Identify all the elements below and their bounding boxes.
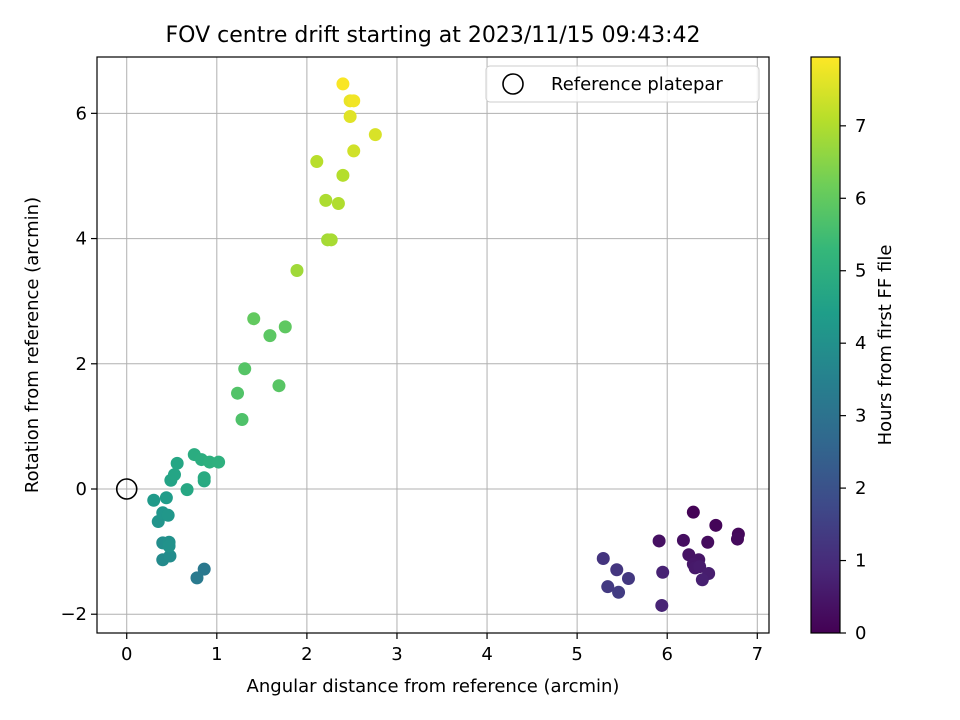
- scatter-point: [655, 598, 669, 612]
- scatter-point: [324, 233, 338, 247]
- scatter-point: [212, 455, 226, 469]
- colorbar-tick-label: 6: [855, 188, 866, 209]
- legend-box: [485, 65, 760, 103]
- scatter-point: [247, 312, 261, 326]
- colorbar-tick-label: 1: [855, 551, 866, 572]
- colorbar: 0 1 2 3 4 5 6 7 Hours from first FF file: [810, 56, 896, 644]
- scatter-point: [693, 560, 707, 574]
- scatter-point: [180, 483, 194, 497]
- x-tick-label: 6: [661, 644, 672, 665]
- colorbar-ticks: 0 1 2 3 4 5 6 7: [840, 116, 866, 644]
- scatter-point: [161, 508, 175, 522]
- colorbar-tick-label: 5: [855, 261, 866, 282]
- x-grid-lines: [126, 57, 758, 633]
- scatter-point: [203, 455, 217, 469]
- scatter-point: [278, 320, 292, 334]
- x-tick-label: 2: [301, 644, 312, 665]
- colorbar-tick-label: 2: [855, 478, 866, 499]
- scatter-point: [347, 94, 361, 108]
- scatter-point: [159, 491, 173, 505]
- scatter-point: [347, 144, 361, 158]
- scatter-point: [601, 580, 615, 594]
- scatter-point: [197, 471, 211, 485]
- scatter-point: [197, 562, 211, 576]
- scatter-point: [147, 493, 161, 507]
- y-tick-label: 4: [76, 229, 87, 250]
- scatter-point: [170, 456, 184, 470]
- x-tick-label: 1: [211, 644, 222, 665]
- x-axis-ticks: 0 1 2 3 4 5 6 7: [121, 633, 763, 665]
- scatter-point: [695, 573, 709, 587]
- scatter-point: [310, 155, 324, 169]
- scatter-point: [162, 539, 176, 553]
- scatter-point: [336, 168, 350, 182]
- y-axis-ticks: −2 0 2 4 6: [60, 103, 97, 625]
- scatter-point: [709, 518, 723, 532]
- scatter-point: [686, 505, 700, 519]
- colorbar-tick-label: 0: [855, 623, 866, 644]
- colorbar-tick-label: 3: [855, 406, 866, 427]
- y-grid-lines: [97, 112, 769, 615]
- x-tick-label: 0: [121, 644, 132, 665]
- scatter-point: [238, 362, 252, 376]
- scatter-point: [167, 468, 181, 482]
- legend: Reference platepar: [485, 65, 760, 103]
- scatter-point: [596, 551, 610, 565]
- y-axis-label: Rotation from reference (arcmin): [22, 197, 43, 493]
- scatter-point: [163, 549, 177, 563]
- colorbar-frame: [810, 56, 841, 634]
- scatter-point: [701, 535, 715, 549]
- data-points: [147, 77, 745, 612]
- scatter-point: [272, 379, 286, 393]
- colorbar-label: Hours from first FF file: [875, 245, 896, 446]
- chart-title: FOV centre drift starting at 2023/11/15 …: [166, 23, 701, 48]
- scatter-point: [190, 571, 204, 585]
- x-tick-label: 5: [571, 644, 582, 665]
- legend-entry-reference-platepar: Reference platepar: [551, 74, 723, 95]
- colorbar-tick-label: 4: [855, 333, 866, 354]
- scatter-point: [652, 534, 666, 548]
- reference-platepar-marker: [115, 478, 138, 500]
- y-tick-label: −2: [60, 604, 87, 625]
- scatter-point: [730, 532, 744, 546]
- x-tick-label: 7: [752, 644, 763, 665]
- scatter-point: [343, 109, 357, 123]
- colorbar-gradient-bar: [811, 57, 840, 633]
- scatter-point: [263, 329, 277, 343]
- legend-open-circle-icon: [502, 73, 524, 95]
- scatter-point: [336, 77, 350, 91]
- y-tick-label: 6: [76, 103, 87, 124]
- scatter-point: [656, 565, 670, 579]
- y-tick-label: 0: [76, 479, 87, 500]
- colorbar-tick-label: 7: [855, 116, 866, 137]
- scatter-point: [331, 197, 345, 211]
- plot-frame: [96, 56, 770, 634]
- scatter-point: [290, 263, 304, 277]
- scatter-point: [610, 563, 624, 577]
- x-axis-label: Angular distance from reference (arcmin): [247, 676, 620, 697]
- y-tick-label: 2: [76, 354, 87, 375]
- scatter-point: [235, 413, 249, 427]
- scatter-point: [368, 128, 382, 142]
- x-tick-label: 3: [391, 644, 402, 665]
- scatter-point: [621, 572, 635, 586]
- scatter-point: [231, 386, 245, 400]
- scatter-point: [676, 533, 690, 547]
- x-tick-label: 4: [481, 644, 492, 665]
- scatter-point: [319, 193, 333, 207]
- scatter-point: [612, 585, 626, 599]
